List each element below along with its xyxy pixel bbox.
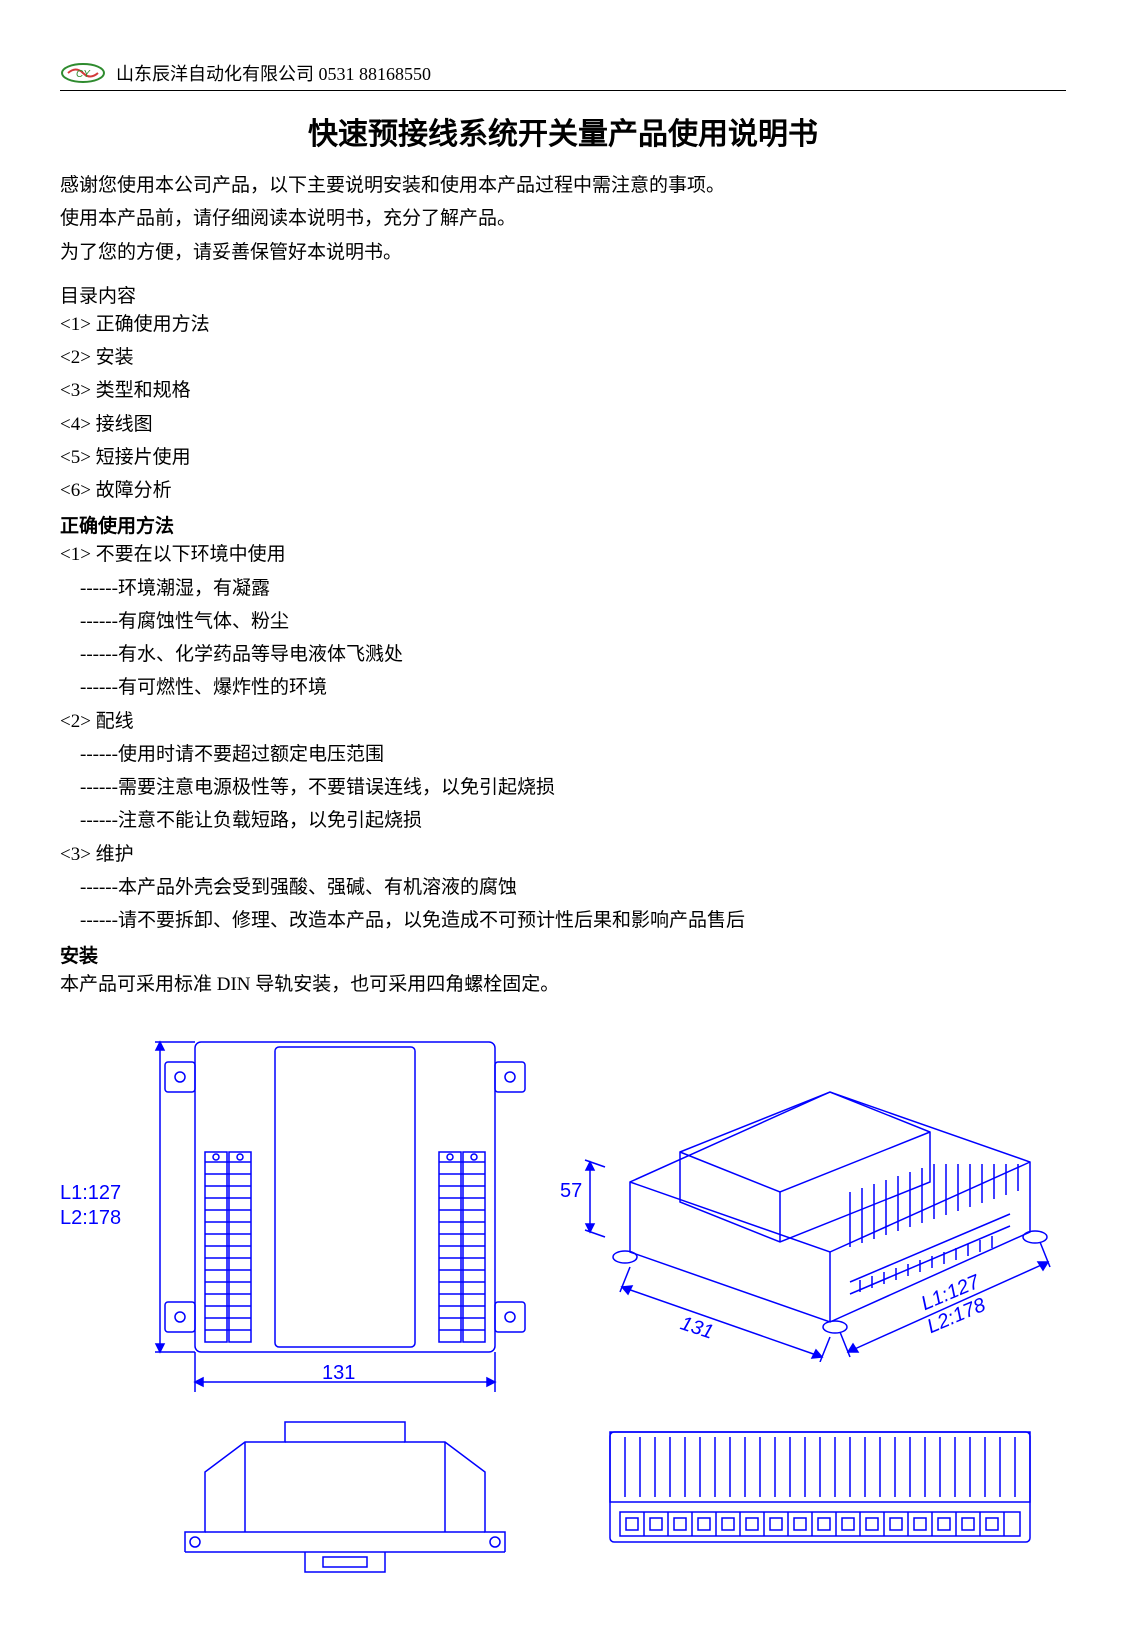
intro-line: 使用本产品前，请仔细阅读本说明书，充分了解产品。 (60, 202, 1066, 235)
svg-text:CY: CY (76, 69, 91, 80)
usage-heading: 正确使用方法 (60, 511, 1066, 538)
usage-group-3: <3> 维护 ------本产品外壳会受到强酸、强碱、有机溶液的腐蚀 -----… (60, 838, 1066, 938)
toc-item: <1> 正确使用方法 (60, 308, 1066, 341)
intro-line: 感谢您使用本公司产品，以下主要说明安装和使用本产品过程中需注意的事项。 (60, 169, 1066, 202)
dim-label-l2: L2:178 (60, 1207, 121, 1230)
usage-sub-item: ------注意不能让负载短路，以免引起烧损 (60, 804, 1066, 837)
install-text: 本产品可采用标准 DIN 导轨安装，也可采用四角螺栓固定。 (60, 968, 1066, 1001)
page-header: CY 山东辰洋自动化有限公司 0531 88168550 (60, 60, 1066, 91)
toc-list: <1> 正确使用方法 <2> 安装 <3> 类型和规格 <4> 接线图 <5> … (60, 308, 1066, 508)
usage-sub-item: ------使用时请不要超过额定电压范围 (60, 738, 1066, 771)
toc-item: <2> 安装 (60, 341, 1066, 374)
usage-sub-item: ------请不要拆卸、修理、改造本产品，以免造成不可预计性后果和影响产品售后 (60, 904, 1066, 937)
dim-label-width: 131 (322, 1362, 355, 1385)
dim-label-height: 57 (560, 1180, 582, 1203)
toc-item: <5> 短接片使用 (60, 441, 1066, 474)
document-page: CY 山东辰洋自动化有限公司 0531 88168550 快速预接线系统开关量产… (0, 0, 1126, 1632)
usage-group-title: <3> 维护 (60, 838, 1066, 871)
document-title: 快速预接线系统开关量产品使用说明书 (60, 109, 1066, 153)
top-view-drawing-icon (145, 1032, 545, 1402)
install-heading: 安装 (60, 941, 1066, 968)
usage-sub-item: ------本产品外壳会受到强酸、强碱、有机溶液的腐蚀 (60, 871, 1066, 904)
usage-sub-item: ------有可燃性、爆炸性的环境 (60, 671, 1066, 704)
usage-sub-item: ------有腐蚀性气体、粉尘 (60, 605, 1066, 638)
usage-group-title: <1> 不要在以下环境中使用 (60, 538, 1066, 571)
toc-item: <3> 类型和规格 (60, 374, 1066, 407)
usage-group-2: <2> 配线 ------使用时请不要超过额定电压范围 ------需要注意电源… (60, 705, 1066, 838)
usage-sub-item: ------需要注意电源极性等，不要错误连线，以免引起烧损 (60, 771, 1066, 804)
dim-label-l1: L1:127 (60, 1182, 121, 1205)
side-panel-drawing-icon (600, 1412, 1040, 1582)
usage-group-title: <2> 配线 (60, 705, 1066, 738)
header-company-text: 山东辰洋自动化有限公司 0531 88168550 (116, 60, 431, 86)
intro-block: 感谢您使用本公司产品，以下主要说明安装和使用本产品过程中需注意的事项。 使用本产… (60, 169, 1066, 269)
toc-heading: 目录内容 (60, 281, 1066, 308)
usage-sub-item: ------环境潮湿，有凝露 (60, 572, 1066, 605)
toc-item: <4> 接线图 (60, 408, 1066, 441)
toc-item: <6> 故障分析 (60, 474, 1066, 507)
intro-line: 为了您的方便，请妥善保管好本说明书。 (60, 236, 1066, 269)
front-profile-drawing-icon (155, 1412, 535, 1582)
usage-sub-item: ------有水、化学药品等导电液体飞溅处 (60, 638, 1066, 671)
company-logo-icon: CY (60, 60, 106, 86)
usage-group-1: <1> 不要在以下环境中使用 ------环境潮湿，有凝露 ------有腐蚀性… (60, 538, 1066, 704)
dimension-diagram: L1:127 L2:178 131 (60, 1032, 1060, 1592)
